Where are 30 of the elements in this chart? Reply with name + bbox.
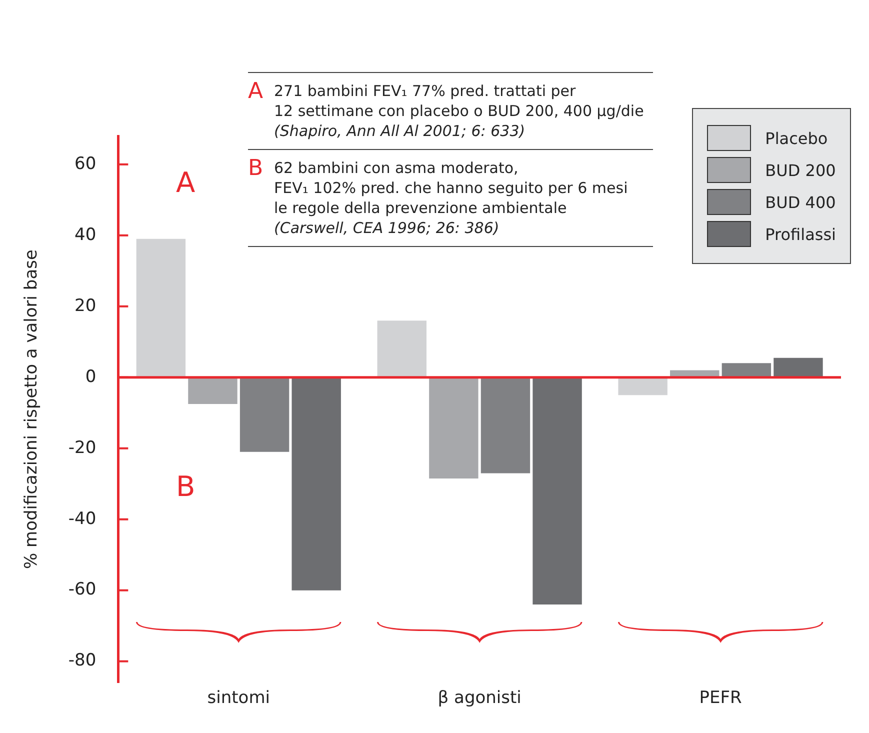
bar — [429, 377, 478, 479]
y-tick-label: 20 — [74, 296, 96, 316]
bar — [188, 377, 238, 404]
y-axis-title: % modificazioni rispetto a valori base — [22, 250, 42, 570]
bar — [774, 358, 823, 378]
x-tick-label: PEFR — [699, 688, 742, 708]
y-tick-label: -80 — [68, 650, 96, 671]
annotation: A 271 bambini FEV₁ 77% pred. trattati per 12 settimane con placebo o BUD 200, 400 µg/die (Shapiro, Ann All Al 2001; 6: 633) — [248, 79, 644, 141]
y-tick-label: -20 — [68, 438, 96, 458]
legend-label: BUD 400 — [765, 192, 836, 212]
bar — [292, 377, 341, 590]
bar — [377, 320, 426, 378]
bar — [240, 377, 290, 452]
legend-label: Placebo — [765, 128, 828, 148]
legend-label: Profilassi — [765, 224, 836, 244]
y-tick-label: -60 — [68, 580, 96, 600]
y-tick-label: 40 — [74, 224, 96, 245]
y-tick-label: -40 — [68, 508, 96, 529]
annotation: B — [176, 470, 196, 503]
x-tick-label: β agonisti — [438, 688, 522, 708]
y-tick-label: 0 — [85, 366, 96, 387]
bar — [480, 377, 530, 474]
x-tick-label: sintomi — [207, 688, 270, 708]
annotation: A — [176, 166, 196, 199]
y-tick-label: 60 — [74, 154, 96, 174]
bar — [532, 377, 582, 605]
bar — [136, 238, 186, 378]
legend-label: BUD 200 — [765, 160, 836, 180]
annotation: B 62 bambini con asma moderato, FEV₁ 102% pred. che hanno seguito per 6 mesi le regole della prevenzione ambientale (Carswell, CEA 1996; 26: 386) — [248, 156, 628, 238]
bar — [618, 377, 668, 396]
